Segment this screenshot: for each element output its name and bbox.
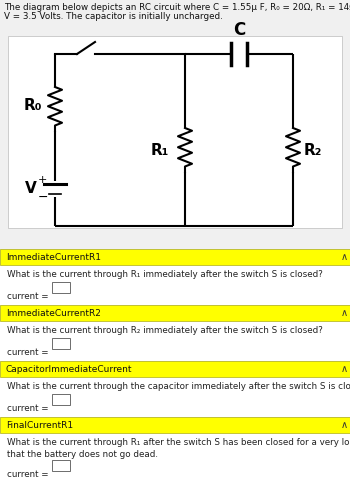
Text: R₀: R₀ <box>24 98 42 113</box>
Bar <box>0 321 350 361</box>
Text: FinalCurrentR1: FinalCurrentR1 <box>6 421 73 430</box>
Text: R₁: R₁ <box>151 142 169 158</box>
Text: What is the current through the capacitor immediately after the switch S is clos: What is the current through the capacito… <box>7 382 350 391</box>
Bar <box>0 433 350 479</box>
Text: C: C <box>233 21 245 39</box>
Bar <box>0 417 350 433</box>
Text: What is the current through R₁ after the switch S has been closed for a very lon: What is the current through R₁ after the… <box>7 438 350 459</box>
Bar <box>0 377 350 417</box>
Text: ∧: ∧ <box>341 308 348 318</box>
Text: V: V <box>25 181 37 195</box>
Bar <box>52 338 70 349</box>
Text: current =: current = <box>7 292 49 301</box>
Text: current =: current = <box>7 470 49 479</box>
Bar <box>52 394 70 405</box>
Text: ∧: ∧ <box>341 420 348 430</box>
Text: CapacitorImmediateCurrent: CapacitorImmediateCurrent <box>6 365 133 374</box>
Bar <box>0 249 350 265</box>
Bar <box>0 433 350 479</box>
Bar <box>52 460 70 471</box>
Text: What is the current through R₂ immediately after the switch S is closed?: What is the current through R₂ immediate… <box>7 326 323 335</box>
Text: ImmediateCurrentR2: ImmediateCurrentR2 <box>6 308 101 318</box>
Text: −: − <box>38 191 48 204</box>
Text: current =: current = <box>7 404 49 413</box>
Text: R₂: R₂ <box>304 142 322 158</box>
Text: What is the current through R₁ immediately after the switch S is closed?: What is the current through R₁ immediate… <box>7 270 323 279</box>
Text: ImmediateCurrentR1: ImmediateCurrentR1 <box>6 252 101 262</box>
Bar <box>0 265 350 305</box>
Text: V = 3.5 Volts. The capacitor is initially uncharged.: V = 3.5 Volts. The capacitor is initiall… <box>4 12 223 21</box>
Text: The diagram below depicts an RC circuit where C = 1.55μ F, R₀ = 20Ω, R₁ = 14Ω, R: The diagram below depicts an RC circuit … <box>4 3 350 12</box>
Bar <box>8 36 342 228</box>
Bar <box>0 305 350 321</box>
Text: current =: current = <box>7 348 49 357</box>
Text: ∧: ∧ <box>341 364 348 374</box>
Bar <box>52 282 70 293</box>
Bar <box>0 361 350 377</box>
Text: +: + <box>37 175 47 185</box>
Text: ∧: ∧ <box>341 252 348 262</box>
